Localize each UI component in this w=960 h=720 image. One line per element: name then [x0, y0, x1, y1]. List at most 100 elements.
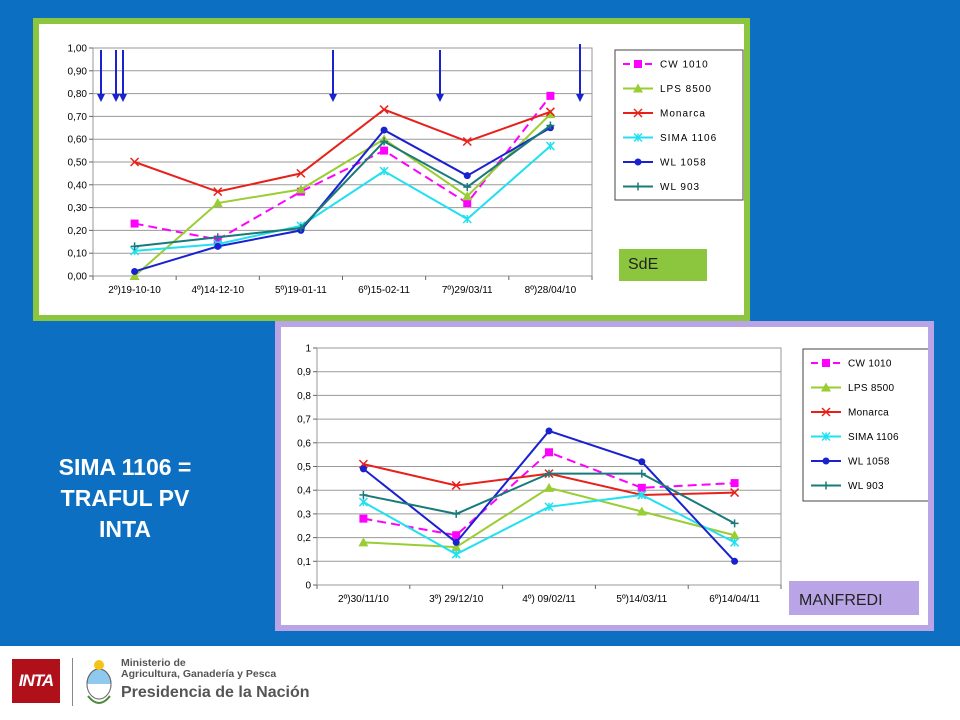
sde-legend-marker	[634, 60, 642, 68]
sde-data-point	[130, 219, 139, 228]
sde-event-arrowhead	[436, 94, 444, 102]
sde-data-point	[295, 184, 306, 194]
sde-event-arrowhead	[329, 94, 337, 102]
manfredi-series-wl-903	[359, 469, 739, 528]
sde-data-point	[379, 166, 389, 176]
sde-x-tick-label: 6º)15-02-11	[358, 285, 410, 296]
chart-manfredi-panel: 0 0,1 0,2 0,3 0,4 0,5 0,6 0,7 0,8 0,9 1 2º)30/11/10…	[275, 321, 934, 631]
manfredi-y-tick-label: 0,5	[297, 462, 311, 473]
sde-data-point	[380, 146, 389, 155]
sde-data-point	[545, 107, 555, 117]
sde-series-line	[134, 126, 551, 273]
manfredi-legend-label: WL 903	[848, 481, 884, 492]
argentina-emblem-icon	[86, 660, 112, 704]
sde-data-point	[545, 109, 556, 119]
manfredi-data-point	[730, 488, 740, 498]
manfredi-data-point	[731, 557, 739, 565]
manfredi-series-sima-1106	[358, 490, 740, 559]
sde-data-point	[463, 183, 472, 192]
manfredi-legend-label: LPS 8500	[848, 383, 894, 394]
sde-y-tick-label: 0,30	[68, 203, 88, 214]
inta-logo: INTA	[12, 659, 60, 703]
sde-series-line	[134, 95, 552, 241]
sde-legend-label: Monarca	[660, 109, 706, 120]
manfredi-y-tick-label: 0,8	[297, 391, 311, 402]
sde-data-point	[546, 121, 555, 130]
manfredi-x-tick-label: 4º) 09/02/11	[522, 594, 576, 605]
manfredi-data-point	[452, 509, 461, 518]
sde-data-point	[296, 168, 306, 178]
manfredi-legend-marker	[822, 457, 830, 465]
chart-manfredi-location-tag: MANFREDI	[789, 581, 919, 615]
sde-data-point	[462, 191, 473, 201]
manfredi-data-point	[638, 458, 646, 466]
manfredi-data-point	[545, 427, 553, 435]
sde-x-tick-label: 2º)19-10-10	[108, 285, 161, 296]
manfredi-data-point	[636, 506, 647, 516]
sde-data-point	[212, 198, 223, 208]
manfredi-series-line	[363, 486, 735, 549]
manfredi-y-tick-label: 0,2	[297, 533, 311, 544]
sde-y-tick-label: 0,40	[68, 180, 88, 191]
manfredi-legend-marker	[822, 359, 830, 367]
sde-legend-marker	[633, 108, 643, 118]
manfredi-y-tick-label: 0,6	[297, 438, 311, 449]
note-line-2: TRAFUL PV	[60, 485, 190, 511]
presidency-label: Presidencia de la Nación	[121, 684, 310, 701]
sde-legend	[614, 49, 744, 201]
sde-legend-marker	[634, 182, 642, 191]
sde-legend-label: WL 1058	[660, 158, 707, 169]
sde-data-point	[546, 91, 555, 100]
sde-data-point	[462, 136, 472, 147]
manfredi-y-tick-label: 0,7	[297, 415, 311, 426]
sde-data-point	[130, 157, 140, 167]
equivalence-note: SIMA 1106 = TRAFUL PV INTA	[20, 452, 230, 545]
sde-legend-label: LPS 8500	[660, 84, 712, 95]
chart-sde-location-tag: SdE	[619, 249, 707, 281]
sde-series-line	[134, 124, 552, 248]
manfredi-legend-marker	[822, 481, 830, 490]
manfredi-data-point	[637, 483, 646, 492]
manfredi-data-point	[730, 519, 739, 528]
sde-y-tick-label: 0,00	[68, 272, 88, 283]
manfredi-data-point	[730, 537, 740, 547]
sde-event-arrowhead	[112, 94, 120, 102]
manfredi-y-tick-label: 0,9	[297, 367, 311, 378]
manfredi-data-point	[452, 538, 460, 546]
manfredi-data-point	[637, 490, 647, 500]
manfredi-y-tick-label: 0	[305, 581, 311, 592]
manfredi-series-cw-1010	[359, 448, 739, 540]
ministry-line-2: Agricultura, Ganadería y Pesca	[121, 668, 277, 680]
manfredi-data-point	[544, 502, 554, 512]
manfredi-series-line	[363, 472, 736, 525]
manfredi-data-point	[451, 542, 462, 552]
manfredi-data-point	[452, 531, 461, 540]
sde-series-cw-1010	[130, 91, 555, 244]
sde-y-tick-label: 0,80	[68, 89, 88, 100]
sde-series-line	[134, 145, 552, 252]
manfredi-series-wl-1058	[359, 427, 739, 565]
sde-y-tick-label: 1,00	[68, 44, 88, 55]
sde-data-point	[214, 242, 222, 250]
sde-data-point	[545, 141, 555, 151]
note-line-1: SIMA 1106 =	[58, 454, 192, 480]
sde-series-sima-1106	[130, 141, 555, 256]
manfredi-data-point	[637, 469, 646, 478]
manfredi-legend-label: SIMA 1106	[848, 432, 899, 443]
sde-data-point	[380, 137, 389, 146]
sde-data-point	[130, 242, 139, 251]
manfredi-legend-label: WL 1058	[848, 457, 890, 468]
sde-y-tick-label: 0,70	[68, 112, 88, 123]
sde-series-line	[134, 108, 551, 193]
sde-series-wl-903	[130, 121, 555, 251]
manfredi-data-point	[729, 530, 740, 540]
note-line-3: INTA	[99, 516, 151, 542]
sde-event-arrowhead	[576, 94, 584, 102]
sde-y-tick-label: 0,50	[68, 158, 88, 169]
manfredi-legend-marker	[821, 431, 831, 442]
manfredi-data-point	[451, 480, 461, 490]
sde-data-point	[463, 172, 471, 180]
sde-data-point	[213, 187, 223, 197]
sde-event-arrowhead	[119, 94, 127, 102]
sde-event-arrowhead	[97, 94, 105, 102]
